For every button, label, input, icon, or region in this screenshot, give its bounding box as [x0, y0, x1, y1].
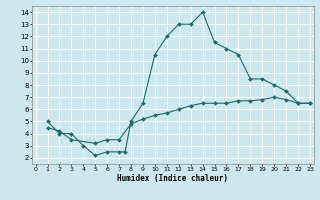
X-axis label: Humidex (Indice chaleur): Humidex (Indice chaleur)	[117, 174, 228, 183]
